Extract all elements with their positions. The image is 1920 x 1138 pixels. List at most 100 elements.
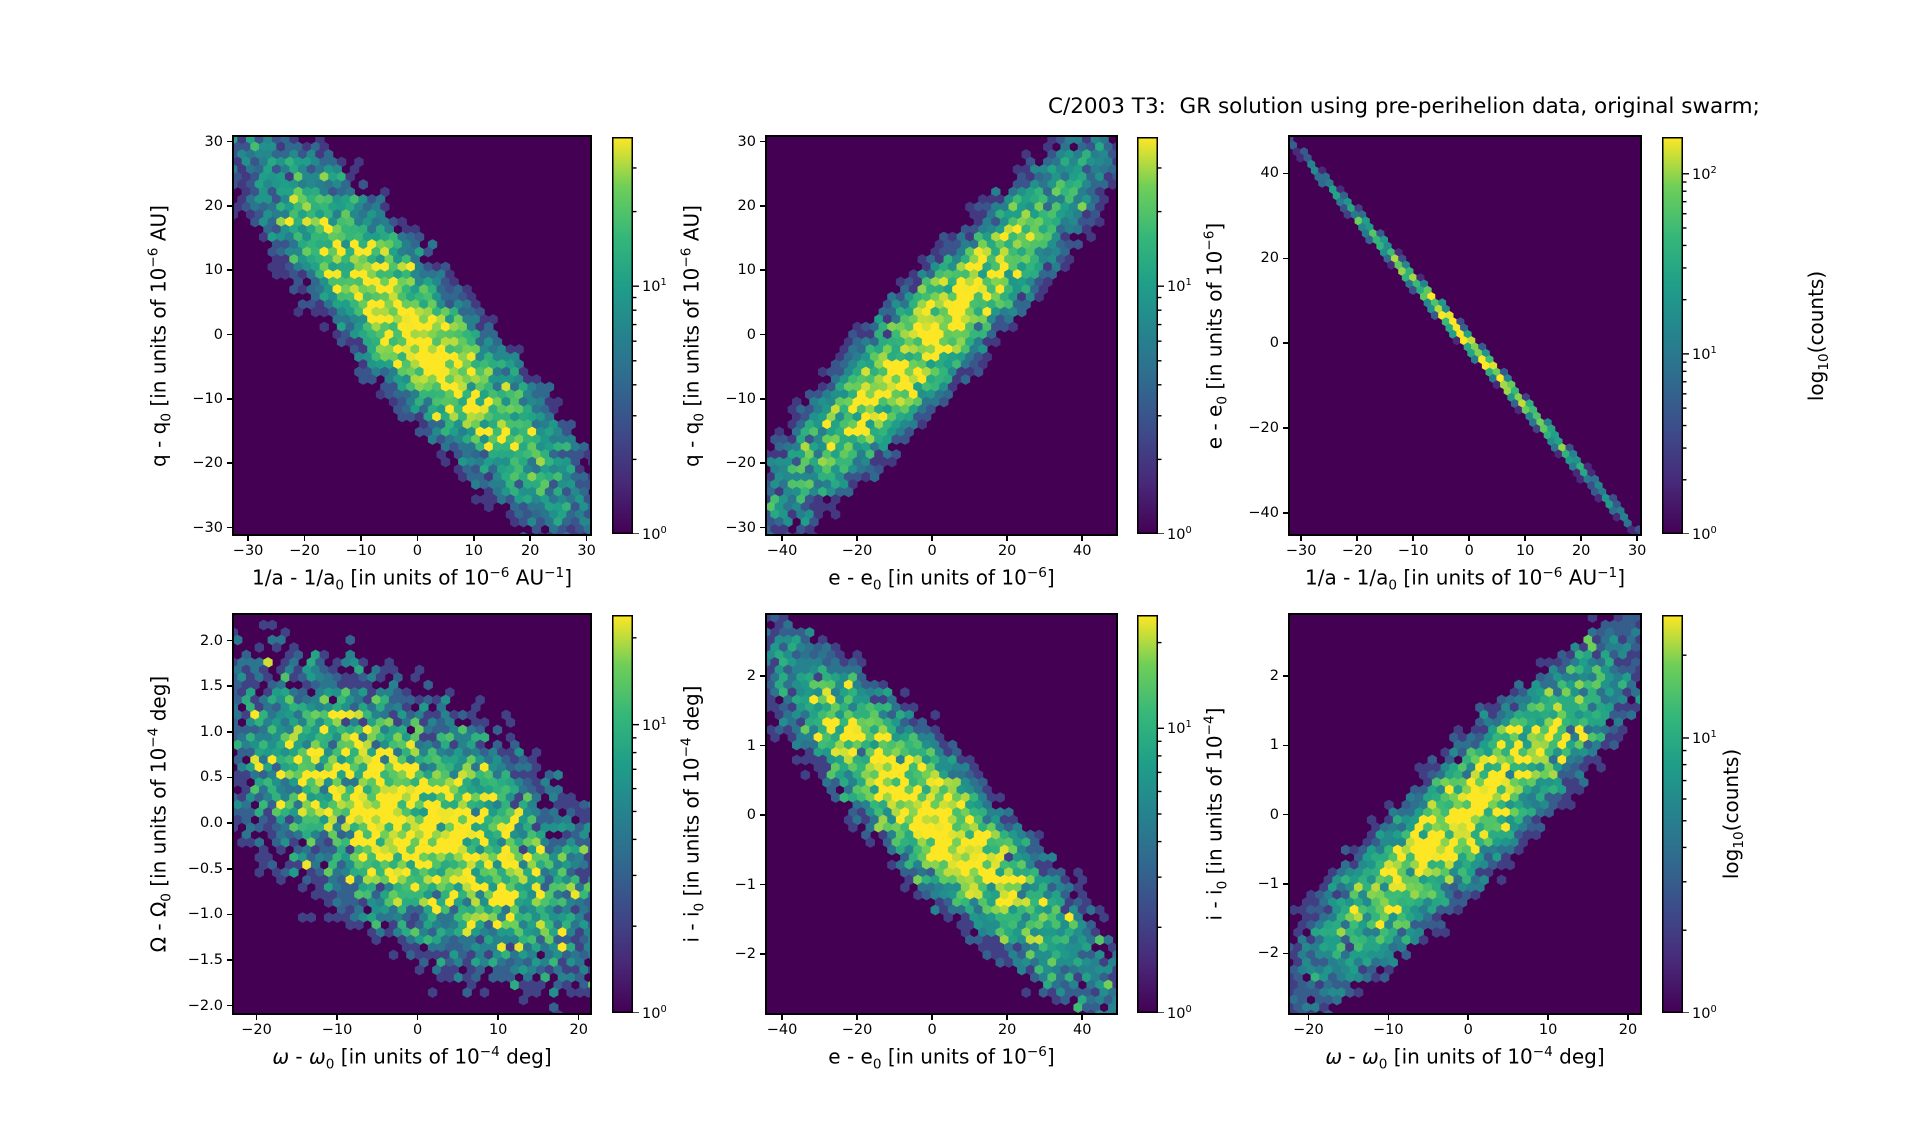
x-tick (1547, 1015, 1549, 1020)
x-tick-label: 40 (1072, 543, 1092, 559)
i-vs-e-colorbar (1137, 615, 1167, 1013)
x-tick-label: 0 (1464, 543, 1474, 559)
e-vs-inv-a-xlabel: 1/a - 1/a0 [in units of 10−6 AU−1] (1305, 565, 1625, 594)
y-tick (1283, 883, 1288, 885)
e-vs-inv-a-ylabel: e - e0 [in units of 10−6] (1201, 222, 1231, 449)
q-vs-inv-a-xlabel: 1/a - 1/a0 [in units of 10−6 AU−1] (252, 565, 572, 594)
y-tick (760, 675, 765, 677)
x-tick-label: −20 (1341, 543, 1373, 559)
x-tick-label: −20 (841, 543, 873, 559)
i-vs-e-xlabel: e - e0 [in units of 10−6] (828, 1044, 1055, 1073)
x-tick-label: 20 (1618, 1022, 1638, 1038)
y-tick (227, 913, 232, 916)
y-tick-label: −40 (1248, 504, 1279, 521)
y-tick (227, 1004, 232, 1007)
x-tick (781, 536, 783, 541)
x-tick (1467, 1015, 1469, 1020)
y-tick (760, 744, 765, 747)
e-vs-inv-a-plot (1288, 135, 1642, 536)
y-tick (1283, 813, 1288, 816)
y-tick-label: −20 (1248, 419, 1279, 436)
y-tick-label: 1 (746, 737, 756, 754)
y-tick (227, 205, 232, 207)
y-tick (227, 526, 232, 529)
y-tick (227, 639, 232, 642)
colorbar-tick-label: 101 (642, 715, 667, 734)
y-tick (227, 731, 232, 733)
x-tick-label: 40 (1072, 1022, 1092, 1038)
i-vs-e-hexbin-canvas (767, 615, 1116, 1013)
x-tick-label: −20 (1293, 1022, 1324, 1038)
y-tick (760, 269, 765, 271)
x-tick (360, 536, 362, 541)
x-tick (1580, 536, 1582, 541)
y-tick-label: 1.5 (199, 678, 223, 695)
x-tick-label: 0 (1463, 1022, 1473, 1038)
x-tick-label: 0 (413, 1022, 423, 1038)
e-vs-inv-a-hexbin-canvas (1290, 137, 1640, 534)
y-tick-label: −1 (1257, 876, 1279, 893)
figure-title: C/2003 T3: GR solution using pre-perihel… (1048, 94, 1760, 119)
y-tick-label: 0 (213, 326, 223, 343)
colorbar-tick-label: 100 (1692, 1004, 1717, 1022)
colorbar-tick-label: 100 (1167, 525, 1192, 543)
y-tick (760, 953, 765, 955)
i-vs-omega-colorbar (1662, 615, 1692, 1013)
colorbar-tick-label: 100 (642, 525, 667, 543)
Omega-vs-omega-ylabel: Ω - Ω0 [in units of 10−4 deg] (145, 675, 175, 953)
y-tick (1283, 675, 1288, 677)
x-tick-label: 10 (464, 543, 483, 559)
x-tick (473, 536, 475, 541)
x-tick (1387, 1015, 1390, 1020)
y-tick-label: 0 (1269, 335, 1279, 352)
x-tick-label: 10 (488, 1022, 508, 1038)
y-tick-label: 20 (1260, 250, 1279, 267)
y-tick-label: −2 (734, 945, 756, 962)
Omega-vs-omega-plot (232, 613, 592, 1015)
x-tick (931, 536, 933, 541)
Omega-vs-omega-colorbar (612, 615, 642, 1013)
x-tick-label: 0 (927, 1022, 937, 1038)
y-tick-label: 10 (204, 262, 223, 279)
y-tick-label: 20 (737, 197, 756, 214)
y-tick (227, 398, 232, 400)
y-tick-label: 2 (746, 668, 756, 685)
x-tick (1300, 536, 1302, 541)
x-tick (303, 536, 306, 541)
y-tick-label: −1.5 (187, 952, 223, 969)
x-tick-label: 20 (997, 543, 1017, 559)
x-tick (529, 536, 531, 541)
y-tick-label: −0.5 (187, 860, 223, 877)
y-tick (760, 814, 765, 816)
y-tick-label: 1 (1269, 737, 1279, 754)
x-tick (336, 1015, 338, 1020)
x-tick-label: −10 (345, 543, 377, 559)
x-tick-label: 20 (997, 1022, 1017, 1038)
x-tick (781, 1015, 783, 1020)
i-vs-e-ylabel: i - i0 [in units of 10−4 deg] (678, 685, 708, 943)
y-tick-label: −20 (725, 455, 756, 472)
y-tick-label: −1 (734, 876, 756, 893)
x-tick (416, 536, 419, 541)
x-tick-label: −10 (1397, 543, 1429, 559)
q-vs-e-hexbin-canvas (767, 137, 1116, 534)
y-tick (760, 140, 765, 143)
y-tick (227, 685, 232, 687)
x-tick-label: 10 (1538, 1022, 1558, 1038)
x-tick (856, 536, 858, 541)
colorbar-tick-label: 101 (1692, 344, 1717, 363)
q-vs-e-xlabel: e - e0 [in units of 10−6] (828, 565, 1055, 594)
x-tick (1356, 536, 1358, 541)
x-tick-label: 20 (520, 543, 540, 559)
y-tick (227, 140, 232, 143)
i-vs-omega-plot (1288, 613, 1642, 1015)
y-tick-label: 1.0 (199, 723, 223, 740)
x-tick (856, 1015, 858, 1020)
x-tick-label: −30 (1285, 543, 1317, 559)
x-tick (497, 1015, 499, 1020)
y-tick (760, 333, 765, 336)
y-tick (227, 269, 232, 271)
q-vs-inv-a-ylabel: q - q0 [in units of 10−6 AU] (145, 204, 175, 467)
y-tick (1283, 257, 1288, 260)
